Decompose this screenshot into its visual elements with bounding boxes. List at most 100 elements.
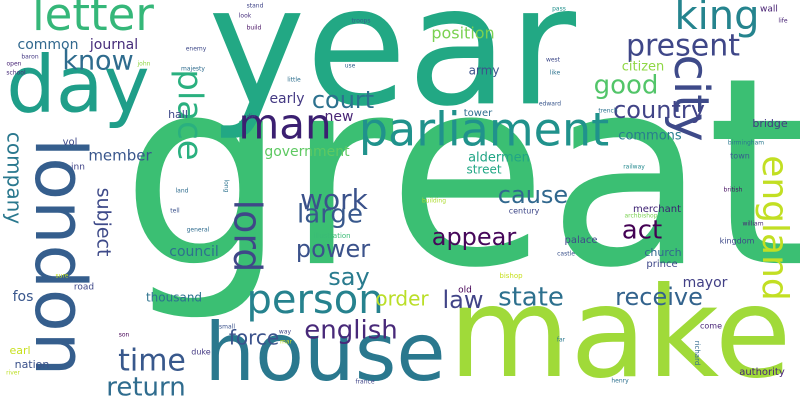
cloud-word-court: court <box>312 86 374 114</box>
cloud-word-street: street <box>466 163 501 177</box>
cloud-word-mayor: mayor <box>683 275 728 291</box>
cloud-word-good: good <box>594 71 659 101</box>
cloud-word-england: england <box>754 155 795 301</box>
cloud-word-church: church <box>644 246 681 259</box>
cloud-word-little: little <box>287 77 301 84</box>
cloud-word-enemy: enemy <box>186 46 207 53</box>
cloud-word-great: great <box>121 23 800 325</box>
cloud-word-day: day <box>6 40 149 130</box>
cloud-word-position: position <box>431 24 494 43</box>
cloud-word-life: life <box>778 18 787 25</box>
cloud-word-state: state <box>498 283 564 313</box>
cloud-word-baron: baron <box>21 54 38 61</box>
cloud-word-man: man <box>238 100 331 149</box>
cloud-word-edward: edward <box>539 101 561 108</box>
cloud-word-make: make <box>448 261 791 400</box>
cloud-word-present: present <box>626 29 740 64</box>
cloud-word-palace: palace <box>564 235 597 246</box>
cloud-word-duke: duke <box>191 348 210 357</box>
cloud-word-bishop: bishop <box>499 272 523 280</box>
cloud-word-come: come <box>700 322 722 331</box>
cloud-word-pass: pass <box>552 6 566 13</box>
cloud-word-son: son <box>119 332 130 339</box>
cloud-word-common: common <box>18 37 79 53</box>
cloud-word-century: century <box>509 207 540 216</box>
cloud-word-inn: inn <box>71 163 85 173</box>
cloud-word-british: british <box>724 187 743 194</box>
cloud-word-stand: stand <box>247 3 264 10</box>
cloud-word-hall: hall <box>168 108 188 121</box>
cloud-word-william: william <box>742 221 763 228</box>
cloud-word-appear: appear <box>432 223 517 251</box>
cloud-word-trench: trench <box>598 108 617 115</box>
cloud-word-act: act <box>622 216 662 246</box>
cloud-word-castle: castle <box>557 251 575 258</box>
cloud-word-archbishop: archbishop <box>625 213 658 220</box>
cloud-word-journal: journal <box>89 37 138 53</box>
cloud-word-authority: authority <box>739 367 785 378</box>
cloud-word-place: place <box>170 69 210 160</box>
cloud-word-general: general <box>187 227 210 234</box>
cloud-word-nation: nation <box>15 358 50 371</box>
cloud-word-river: river <box>6 370 20 377</box>
cloud-word-receive: receive <box>615 283 703 311</box>
cloud-word-henry: henry <box>611 378 629 385</box>
cloud-word-open: open <box>7 61 22 68</box>
cloud-word-birmingham: birmingham <box>728 140 764 147</box>
cloud-word-vol: vol <box>63 137 78 148</box>
cloud-word-commons: commons <box>618 129 682 144</box>
cloud-word-lord: lord <box>226 200 270 273</box>
cloud-word-city: city <box>663 55 719 142</box>
cloud-word-die: die <box>246 114 255 121</box>
cloud-word-railway: railway <box>623 164 645 171</box>
cloud-word-person: person <box>246 277 383 323</box>
cloud-word-king: king <box>674 0 759 39</box>
cloud-word-house: house <box>204 306 445 399</box>
cloud-word-early: early <box>269 91 304 107</box>
cloud-word-richard: richard <box>693 341 701 366</box>
cloud-word-land: land <box>176 188 189 195</box>
cloud-word-mar: mar <box>280 339 293 346</box>
cloud-word-prince: prince <box>646 259 677 270</box>
cloud-word-illustration: illustration <box>313 232 350 240</box>
cloud-word-aldermen: aldermen <box>468 151 530 166</box>
cloud-word-old: old <box>458 286 472 296</box>
cloud-word-earl: earl <box>9 344 30 357</box>
cloud-word-citizen: citizen <box>622 60 665 75</box>
cloud-word-west: west <box>546 57 561 64</box>
cloud-word-john: john <box>137 61 151 68</box>
cloud-word-sure: sure <box>56 273 69 280</box>
cloud-word-bridge: bridge <box>752 117 788 130</box>
cloud-word-work: work <box>300 183 369 216</box>
cloud-word-use: use <box>345 63 356 70</box>
cloud-word-school: school <box>6 70 26 77</box>
cloud-word-country: country <box>613 96 705 124</box>
cloud-word-building: building <box>422 198 446 205</box>
cloud-word-long: long <box>223 180 230 193</box>
cloud-word-cause: cause <box>498 181 568 209</box>
cloud-word-wall: wall <box>760 5 778 15</box>
cloud-word-army: army <box>469 64 500 78</box>
cloud-word-fos: fos <box>13 289 34 305</box>
cloud-word-london: london <box>19 138 101 376</box>
cloud-word-letter: letter <box>32 0 154 41</box>
cloud-word-look: look <box>239 13 252 20</box>
cloud-word-council: council <box>169 244 219 260</box>
cloud-word-small: small <box>219 324 235 331</box>
cloud-word-year: year <box>208 0 576 142</box>
cloud-word-town: town <box>730 152 750 161</box>
cloud-word-time: time <box>118 344 186 379</box>
cloud-word-road: road <box>74 283 94 293</box>
cloud-word-subject: subject <box>93 188 115 257</box>
cloud-word-english: english <box>304 316 397 346</box>
cloud-word-tower: tower <box>464 108 493 119</box>
cloud-word-build: build <box>247 25 262 32</box>
cloud-word-order: order <box>375 287 429 311</box>
cloud-word-say: say <box>328 263 369 291</box>
cloud-word-france: france <box>355 379 374 386</box>
cloud-word-member: member <box>88 147 152 165</box>
cloud-word-know: know <box>62 46 133 77</box>
cloud-word-troops: troops <box>352 18 371 25</box>
cloud-word-force: force <box>229 326 279 350</box>
